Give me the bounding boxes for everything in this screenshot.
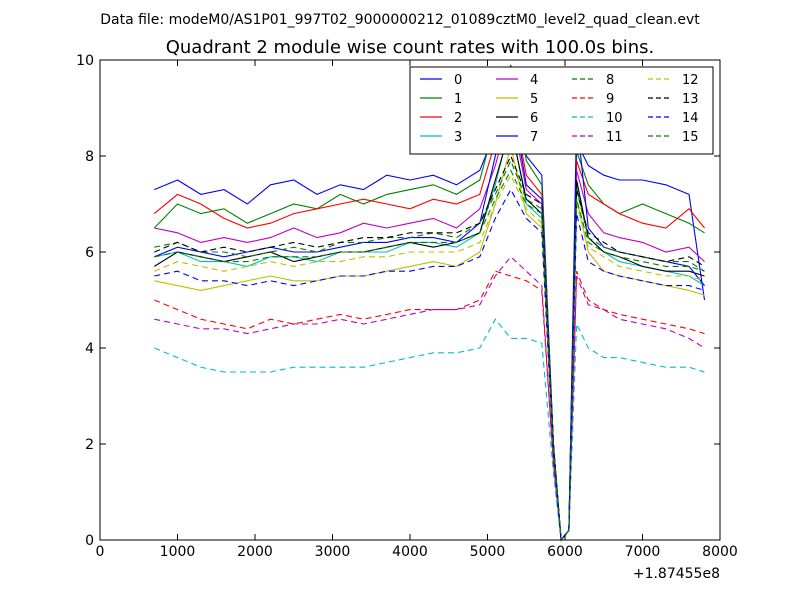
x-tick-label: 0 — [96, 544, 105, 560]
series-5-line — [154, 146, 705, 542]
legend-label-10: 10 — [606, 111, 623, 126]
y-tick-label: 4 — [85, 341, 94, 357]
legend-label-5: 5 — [530, 92, 538, 107]
y-tick-label: 10 — [76, 53, 94, 69]
legend-box — [409, 66, 714, 155]
y-tick-label: 2 — [85, 437, 94, 453]
series-6-line — [154, 127, 705, 542]
legend-label-12: 12 — [682, 73, 699, 88]
x-tick-label: 4000 — [392, 544, 428, 560]
legend-label-9: 9 — [606, 92, 614, 107]
series-12-line — [154, 173, 705, 542]
series-8-line — [154, 159, 705, 542]
legend-label-11: 11 — [606, 130, 623, 145]
plot-lines — [153, 64, 706, 542]
suptitle: Data file: modeM0/AS1P01_997T02_90000002… — [100, 12, 700, 28]
series-9-line — [154, 270, 705, 542]
legend-label-0: 0 — [454, 73, 462, 88]
series-13-line — [154, 154, 705, 542]
series-4-line — [154, 107, 705, 542]
x-tick-label: 5000 — [470, 544, 506, 560]
x-tick-label: 2000 — [237, 544, 273, 560]
legend-label-15: 15 — [682, 130, 699, 145]
x-tick-label: 3000 — [315, 544, 351, 560]
y-tick-label: 6 — [85, 245, 94, 261]
legend-label-7: 7 — [530, 130, 538, 145]
legend-label-4: 4 — [530, 73, 538, 88]
legend-label-3: 3 — [454, 130, 462, 145]
legend-label-8: 8 — [606, 73, 614, 88]
series-7-line — [154, 93, 705, 542]
y-tick-label: 0 — [85, 533, 94, 549]
series-11-line — [154, 255, 705, 542]
series-2-line — [153, 93, 705, 542]
x-tick-label: 6000 — [547, 544, 583, 560]
legend-label-13: 13 — [682, 92, 699, 107]
legend-label-6: 6 — [530, 111, 538, 126]
series-15-line — [154, 169, 705, 542]
chart-title: Quadrant 2 module wise count rates with … — [166, 37, 655, 58]
legend-label-1: 1 — [454, 92, 462, 107]
x-tick-label: 7000 — [625, 544, 661, 560]
y-tick-label: 8 — [85, 149, 94, 165]
x-tick-label: 1000 — [160, 544, 196, 560]
legend-label-2: 2 — [454, 111, 462, 126]
legend-label-14: 14 — [682, 111, 699, 126]
series-14-line — [154, 188, 705, 542]
x-offset-label: +1.87455e8 — [633, 566, 720, 582]
series-10-line — [154, 318, 705, 542]
x-tick-label: 8000 — [702, 544, 738, 560]
